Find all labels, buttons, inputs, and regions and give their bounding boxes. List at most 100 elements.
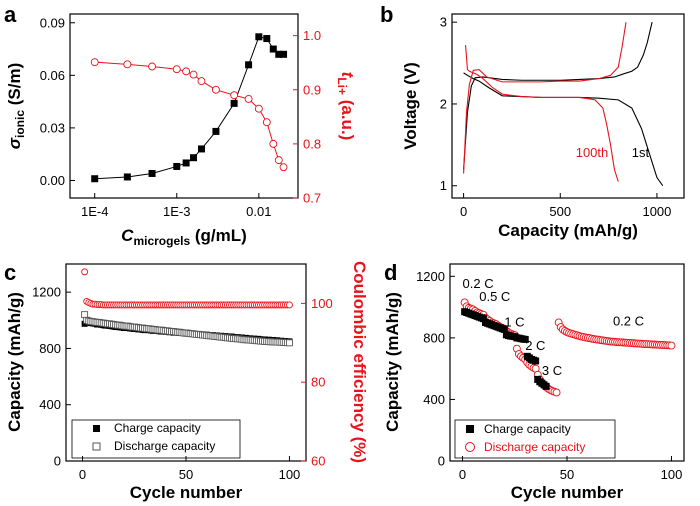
a-y2-tick-label: 0.8	[303, 136, 321, 151]
a-tli-point	[148, 62, 157, 71]
legend-d: Charge capacity Discharge capacity	[454, 419, 616, 459]
c-y-tick-label: 800	[39, 341, 61, 356]
d-point	[500, 325, 508, 333]
legend-c-charge-marker	[93, 425, 100, 432]
a-tli-point	[211, 85, 220, 94]
legend-d-discharge-label: Discharge capacity	[484, 440, 585, 454]
c-y-axis-label: Capacity (mAh/g)	[5, 292, 24, 432]
a-sigma-point	[212, 127, 220, 135]
d-rate-label: 2 C	[525, 338, 545, 353]
b-y-axis-label: Voltage (V)	[401, 62, 420, 150]
a-xlabel-rest: (g/mL)	[190, 226, 247, 245]
a-series-line	[94, 61, 284, 168]
b-curve-1st	[463, 72, 664, 187]
a-x-tick-label: 1E-3	[163, 204, 190, 219]
legend-c: Charge capacity Discharge capacity	[71, 419, 241, 459]
a-x-axis-label: Cmicrogels (g/mL)	[121, 226, 247, 248]
d-point	[667, 341, 676, 350]
a-tli-point	[123, 60, 132, 69]
d-point	[532, 357, 540, 365]
d-x-axis-label: Cycle number	[511, 483, 624, 502]
chart-marks: 1E-4 1E-3 0.01 0.00 0.03 0.06 0.09 0.7 0.8 0.9 1.0…	[32, 15, 682, 482]
d-x-tick-label: 100	[661, 467, 683, 482]
d-rate-label: 0.5 C	[479, 289, 510, 304]
plot-frame-b	[451, 13, 685, 199]
d-y-tick-label: 800	[423, 330, 445, 345]
a-tli-point	[244, 95, 253, 103]
a-tli-point	[254, 104, 263, 113]
svg-text:tLi+ (a.u.): tLi+ (a.u.)	[335, 72, 357, 141]
a-axes: 1E-4 1E-3 0.01 0.00 0.03 0.06 0.09 0.7 0.8 0.9 1.0	[40, 15, 321, 219]
b-axes: 0 500 1000 1 2 3	[440, 15, 672, 219]
c-point	[285, 301, 293, 309]
a-tli-point	[269, 139, 278, 148]
d-x-tick-label: 0	[459, 467, 466, 482]
d-axes: 0 50 100 0 400 800 1200	[416, 269, 682, 482]
d-point	[521, 335, 529, 343]
a-ylabel-sub: ionic	[13, 110, 27, 138]
a-y-tick-label: 0.00	[40, 173, 65, 188]
b-x-tick-label: 0	[460, 204, 467, 219]
d-rate-label: 0.2 C	[613, 314, 644, 329]
a-sigma-point	[230, 99, 238, 107]
a-tli-point	[90, 58, 99, 67]
a-xlabel-sub: microgels	[133, 234, 190, 248]
legend-c-discharge-marker	[92, 442, 101, 451]
a-y2label-main: t	[338, 72, 357, 79]
panel-label-a: a	[4, 2, 17, 27]
c-x-tick-label: 50	[179, 467, 193, 482]
a-y2-tick-label: 0.9	[303, 82, 321, 97]
panel-label-b: b	[380, 2, 393, 27]
a-sigma-point	[197, 145, 205, 153]
d-y-tick-label: 0	[438, 454, 445, 469]
a-sigma-point	[255, 33, 263, 41]
a-sigma-point	[123, 173, 131, 181]
a-sigma-point	[245, 61, 253, 69]
c-y-tick-label: 400	[39, 397, 61, 412]
d-rate-label: 1 C	[504, 314, 524, 329]
b-y-tick-label: 1	[440, 178, 447, 193]
a-y-axis-label: σionic (S/m)	[5, 63, 27, 150]
c-y2-axis-label: Coulombic efficiency (%)	[350, 261, 369, 463]
legend-c-charge-label: Charge capacity	[114, 421, 201, 435]
d-rate-label: 3 C	[542, 363, 562, 378]
c-y2-tick-label: 100	[311, 296, 333, 311]
d-rate-label: 0.2 C	[463, 276, 494, 291]
b-curve-100th	[464, 45, 619, 182]
a-y2label-rest: (a.u.)	[338, 95, 357, 140]
a-x-tick-label: 0.01	[246, 204, 271, 219]
d-x-tick-label: 50	[560, 467, 574, 482]
b-x-tick-label: 1000	[642, 204, 671, 219]
c-point	[81, 268, 89, 276]
a-y-tick-label: 0.09	[40, 15, 65, 30]
legend-d-box	[454, 419, 616, 459]
a-sigma-point	[280, 50, 288, 58]
legend-d-charge-label: Charge capacity	[484, 422, 571, 436]
d-y-tick-label: 1200	[416, 269, 445, 284]
a-sigma-point	[148, 169, 156, 177]
legend-d-charge-marker	[466, 425, 474, 433]
c-y-tick-label: 0	[54, 454, 61, 469]
a-y2-axis-label: tLi+ (a.u.)	[335, 72, 357, 141]
legend-c-discharge-label: Discharge capacity	[114, 439, 215, 453]
plot-frame-a	[69, 13, 299, 199]
a-sigma-point	[91, 175, 99, 183]
c-y2-tick-label: 60	[311, 454, 325, 469]
c-point	[81, 311, 89, 319]
legend-d-discharge-marker	[465, 442, 475, 452]
a-y-tick-label: 0.03	[40, 120, 65, 135]
panel-label-d: d	[384, 260, 397, 285]
a-tli-point	[172, 65, 181, 74]
a-tli-point	[262, 118, 271, 127]
d-point	[479, 315, 487, 323]
a-ylabel-rest: (S/m)	[5, 63, 24, 110]
a-sigma-point	[269, 45, 277, 53]
a-tli-point	[189, 70, 198, 79]
a-tli-point	[279, 163, 288, 172]
c-point	[285, 339, 293, 347]
b-y-tick-label: 3	[440, 15, 447, 30]
b-y-tick-label: 2	[440, 96, 447, 111]
a-ylabel-main: σ	[5, 137, 24, 149]
a-y2label-sub: Li+	[335, 77, 349, 95]
